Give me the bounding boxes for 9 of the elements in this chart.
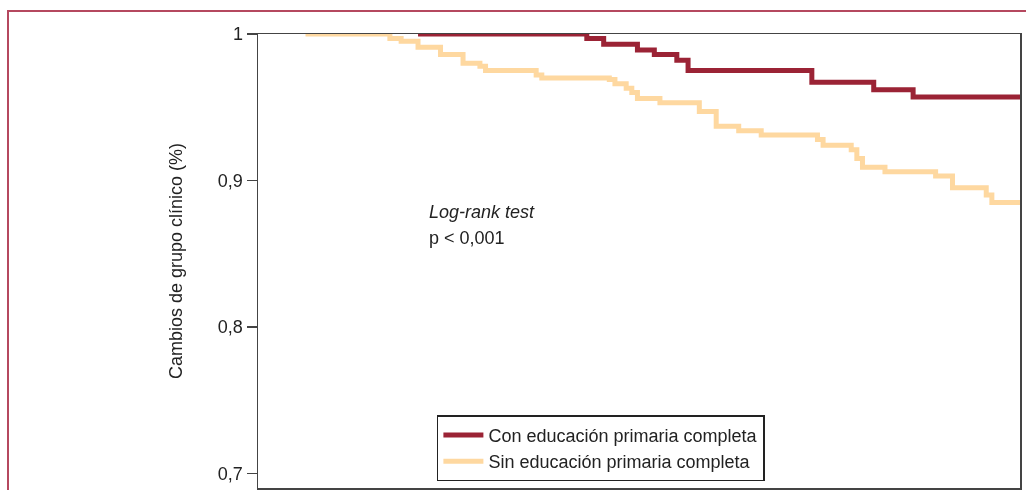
y-tick-label: 0,9 <box>217 170 243 191</box>
y-tick-label: 0,7 <box>217 463 243 484</box>
y-tick-label: 1 <box>232 24 243 45</box>
annotation: Log-rank test <box>429 202 536 222</box>
annotation: p < 0,001 <box>429 228 505 248</box>
legend-label: Con educación primaria completa <box>488 425 758 446</box>
y-tick-label: 0,8 <box>217 317 243 338</box>
y-axis-title: Cambios de grupo clínico (%) <box>166 142 187 380</box>
legend-label: Sin educación primaria completa <box>488 452 751 473</box>
